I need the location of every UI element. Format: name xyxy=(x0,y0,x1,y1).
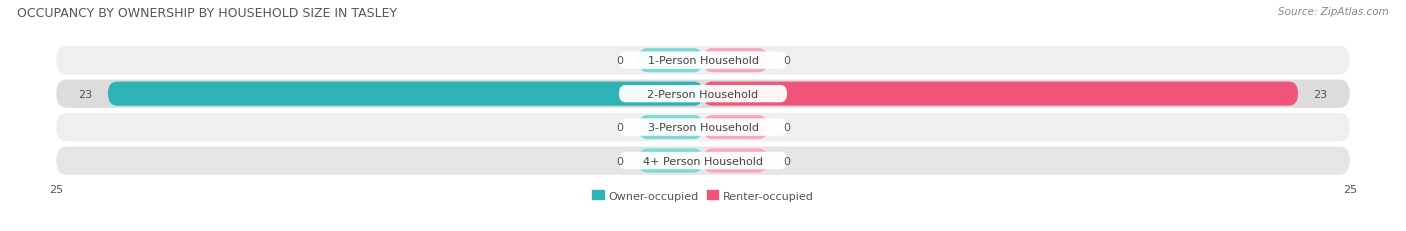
FancyBboxPatch shape xyxy=(638,149,703,173)
Legend: Owner-occupied, Renter-occupied: Owner-occupied, Renter-occupied xyxy=(588,186,818,205)
FancyBboxPatch shape xyxy=(108,82,703,106)
Text: 1-Person Household: 1-Person Household xyxy=(648,56,758,66)
FancyBboxPatch shape xyxy=(703,116,768,140)
FancyBboxPatch shape xyxy=(56,80,1350,108)
Text: OCCUPANCY BY OWNERSHIP BY HOUSEHOLD SIZE IN TASLEY: OCCUPANCY BY OWNERSHIP BY HOUSEHOLD SIZE… xyxy=(17,7,396,20)
FancyBboxPatch shape xyxy=(703,49,768,73)
Text: 4+ Person Household: 4+ Person Household xyxy=(643,156,763,166)
Text: 0: 0 xyxy=(616,123,623,133)
FancyBboxPatch shape xyxy=(56,147,1350,175)
Text: 23: 23 xyxy=(79,89,93,99)
Text: 0: 0 xyxy=(616,56,623,66)
FancyBboxPatch shape xyxy=(619,85,787,103)
Text: 2-Person Household: 2-Person Household xyxy=(647,89,759,99)
Text: 3-Person Household: 3-Person Household xyxy=(648,123,758,133)
Text: Source: ZipAtlas.com: Source: ZipAtlas.com xyxy=(1278,7,1389,17)
FancyBboxPatch shape xyxy=(619,152,787,170)
Text: 23: 23 xyxy=(1313,89,1327,99)
FancyBboxPatch shape xyxy=(638,116,703,140)
FancyBboxPatch shape xyxy=(619,52,787,70)
Text: 0: 0 xyxy=(616,156,623,166)
Text: 0: 0 xyxy=(783,56,790,66)
FancyBboxPatch shape xyxy=(56,113,1350,142)
FancyBboxPatch shape xyxy=(638,49,703,73)
FancyBboxPatch shape xyxy=(619,119,787,136)
FancyBboxPatch shape xyxy=(703,149,768,173)
FancyBboxPatch shape xyxy=(56,47,1350,75)
Text: 0: 0 xyxy=(783,156,790,166)
Text: 0: 0 xyxy=(783,123,790,133)
FancyBboxPatch shape xyxy=(703,82,1298,106)
